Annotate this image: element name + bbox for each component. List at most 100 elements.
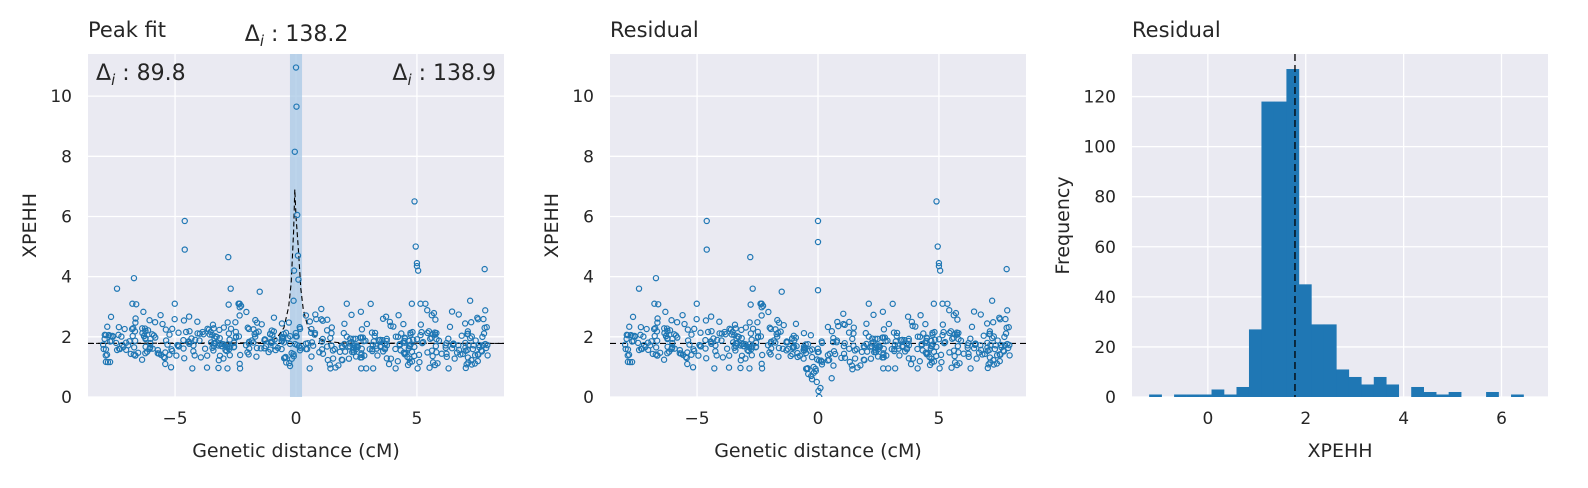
- data-point: [426, 364, 433, 371]
- histogram-bar: [1174, 394, 1187, 397]
- data-point: [754, 328, 762, 336]
- data-point: [293, 103, 300, 110]
- y-tick-label: 120: [1084, 88, 1116, 108]
- data-point: [1001, 333, 1008, 341]
- data-point: [348, 338, 355, 346]
- data-point: [232, 333, 240, 340]
- data-point: [794, 349, 801, 357]
- data-point: [162, 349, 169, 356]
- data-point: [933, 343, 940, 351]
- data-point: [392, 365, 399, 372]
- y-axis-label: XPEHH: [541, 193, 563, 258]
- data-point: [377, 343, 384, 351]
- y-tick-label: 4: [583, 268, 594, 288]
- data-point: [169, 325, 176, 333]
- data-point: [830, 348, 838, 355]
- data-point: [236, 312, 243, 319]
- data-point: [464, 330, 471, 338]
- data-point: [272, 343, 279, 350]
- data-point: [272, 346, 279, 354]
- data-point: [481, 265, 488, 273]
- data-point: [442, 342, 449, 349]
- data-point: [461, 320, 469, 327]
- data-point: [987, 341, 994, 349]
- histogram-bar: [1373, 376, 1387, 397]
- data-point: [941, 339, 948, 347]
- data-point: [690, 346, 697, 353]
- data-point: [113, 285, 121, 292]
- data-point: [359, 334, 367, 341]
- data-point: [363, 320, 371, 328]
- data-point: [182, 328, 190, 336]
- data-point: [225, 253, 232, 261]
- data-point: [319, 317, 326, 324]
- data-point: [964, 342, 971, 349]
- data-point: [948, 364, 955, 371]
- data-point: [946, 306, 953, 314]
- data-point: [462, 364, 470, 372]
- data-point: [278, 333, 286, 341]
- data-point: [758, 312, 765, 319]
- data-point: [676, 350, 683, 357]
- data-point: [653, 337, 661, 344]
- data-point: [789, 343, 797, 350]
- data-point: [181, 246, 188, 253]
- data-point: [151, 318, 159, 326]
- data-point: [740, 340, 747, 347]
- data-point: [946, 329, 953, 337]
- data-point: [930, 348, 938, 356]
- data-point: [392, 333, 400, 340]
- data-point: [830, 334, 837, 342]
- data-point: [431, 361, 439, 369]
- data-point: [773, 333, 781, 340]
- data-point: [154, 350, 161, 357]
- plot-area: [1132, 54, 1548, 397]
- data-point: [443, 353, 450, 361]
- panel-2: −5 0 5 0 2 4 6 8 10 Genetic distance (cM) XPEHH Res…: [541, 18, 1026, 462]
- data-point: [181, 217, 188, 225]
- data-point: [173, 352, 180, 359]
- data-point: [757, 333, 765, 340]
- delta-annotation: Δi : 89.8: [96, 61, 186, 89]
- histogram-bar: [1323, 324, 1337, 397]
- data-point: [162, 337, 170, 344]
- data-point: [383, 355, 391, 362]
- panel-3: 0 2 4 6020406080100120XPEHHFrequencyResidua…: [1052, 18, 1548, 462]
- data-point: [937, 351, 945, 359]
- panel-title: Residual: [610, 18, 699, 42]
- data-point: [684, 360, 691, 368]
- data-point: [413, 336, 421, 343]
- data-point: [484, 341, 491, 349]
- data-point: [232, 328, 240, 336]
- data-point: [920, 330, 927, 337]
- data-point: [203, 352, 211, 359]
- data-point: [815, 387, 822, 395]
- data-point: [358, 351, 365, 359]
- delta-value: : 89.8: [115, 61, 185, 86]
- data-point: [224, 365, 231, 372]
- data-point: [121, 325, 128, 333]
- data-point: [766, 324, 773, 331]
- data-point: [939, 331, 946, 339]
- data-point: [286, 359, 293, 367]
- data-point: [396, 340, 403, 348]
- x-tick-label: 5: [412, 409, 423, 429]
- data-point: [343, 300, 350, 307]
- x-tick-label: 0: [291, 409, 302, 429]
- y-tick-label: 6: [583, 207, 594, 227]
- data-point: [719, 354, 727, 361]
- data-point: [946, 349, 953, 356]
- data-point: [1004, 344, 1012, 352]
- data-point: [845, 345, 853, 352]
- histogram-bar: [1448, 391, 1462, 397]
- data-point: [927, 345, 935, 352]
- data-point: [171, 315, 178, 323]
- data-point: [445, 365, 452, 372]
- data-point: [265, 348, 272, 356]
- histogram-bar: [1386, 384, 1400, 397]
- data-point: [988, 297, 996, 304]
- data-point: [967, 335, 974, 342]
- data-point: [814, 217, 822, 225]
- data-point: [311, 329, 319, 337]
- data-point: [304, 339, 312, 347]
